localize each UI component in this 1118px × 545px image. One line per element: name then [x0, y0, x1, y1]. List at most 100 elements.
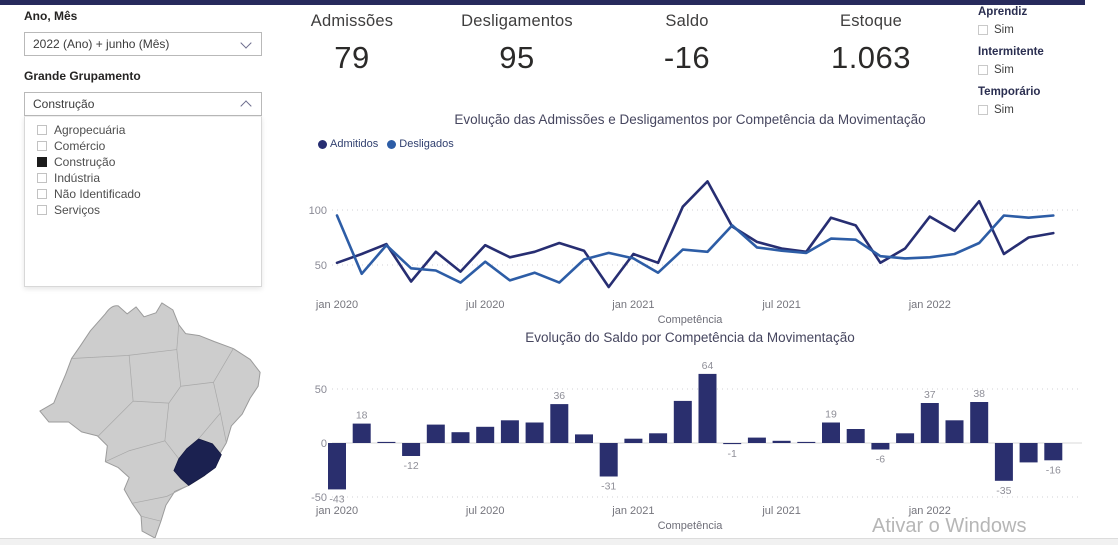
grande-grupamento-value: Construção: [33, 97, 95, 111]
bar-data-label: -35: [996, 485, 1011, 497]
kpi-value: 1.063: [830, 40, 912, 75]
grupamento-options-list: Agropecuária Comércio Construção Indústria N…: [24, 116, 262, 287]
saldo-bar[interactable]: [822, 422, 840, 444]
saldo-bar[interactable]: [846, 429, 865, 443]
saldo-bar[interactable]: [377, 441, 396, 443]
bar-data-label: -16: [1046, 464, 1061, 476]
checkbox-icon[interactable]: [37, 189, 47, 199]
saldo-bar[interactable]: [1019, 443, 1038, 463]
grupamento-option[interactable]: Construção: [25, 154, 261, 170]
toggle-label: Temporário: [978, 86, 1041, 98]
grupamento-option[interactable]: Comércio: [25, 138, 261, 154]
ano-mes-label: Ano, Mês: [24, 9, 78, 23]
grupamento-option-label: Construção: [54, 155, 116, 169]
saldo-bar[interactable]: [723, 443, 742, 445]
highlighted-state-minas-gerais[interactable]: [173, 438, 222, 486]
saldo-bar[interactable]: [920, 403, 939, 443]
saldo-bar[interactable]: [426, 424, 445, 443]
grupamento-option[interactable]: Agropecuária: [25, 122, 261, 138]
kpi-label: Admissões: [310, 12, 394, 30]
y-axis-tick: 50: [315, 260, 327, 272]
ano-mes-dropdown[interactable]: 2022 (Ano) + junho (Mês): [24, 32, 262, 56]
kpi-card: Estoque 1.063: [811, 12, 931, 76]
x-axis-tick: jan 2021: [611, 299, 654, 311]
saldo-bar[interactable]: [698, 373, 717, 443]
x-axis-title: Competência: [658, 314, 724, 326]
toggle-option-label: Sim: [994, 64, 1014, 76]
x-axis-tick: jan 2020: [315, 505, 358, 517]
grande-grupamento-label: Grande Grupamento: [24, 69, 141, 83]
toggle-option-label: Sim: [994, 24, 1014, 36]
checkbox-icon[interactable]: [37, 205, 47, 215]
desligados-line[interactable]: [335, 214, 1055, 284]
saldo-bar[interactable]: [402, 443, 421, 456]
kpi-label: Desligamentos: [461, 12, 573, 30]
saldo-bar[interactable]: [772, 440, 791, 443]
checkbox-icon[interactable]: [37, 141, 47, 151]
saldo-bar[interactable]: [871, 443, 890, 450]
checkbox-icon[interactable]: [978, 65, 988, 75]
saldo-bar[interactable]: [352, 423, 371, 443]
aprendiz-sim-option[interactable]: Sim: [978, 24, 1110, 36]
bottom-bar: [0, 538, 1118, 545]
saldo-bar[interactable]: [550, 404, 569, 443]
saldo-bar[interactable]: [624, 438, 643, 443]
brazil-outline[interactable]: [39, 302, 261, 539]
kpi-card: Saldo -16: [627, 12, 747, 76]
saldo-bar[interactable]: [476, 426, 495, 443]
saldo-bar[interactable]: [1044, 443, 1063, 461]
checkbox-icon[interactable]: [37, 173, 47, 183]
saldo-bar[interactable]: [797, 441, 816, 443]
x-axis-title: Competência: [658, 520, 724, 532]
x-axis-tick: jul 2021: [761, 505, 801, 517]
y-axis-tick: 50: [315, 384, 327, 396]
temporário-sim-option[interactable]: Sim: [978, 104, 1110, 116]
saldo-bar[interactable]: [575, 434, 593, 443]
x-axis-tick: jan 2021: [611, 505, 654, 517]
saldo-bar[interactable]: [328, 443, 346, 490]
legend-dot-icon: [387, 139, 397, 149]
grupamento-option-label: Indústria: [54, 171, 101, 185]
grupamento-option-label: Não Identificado: [54, 187, 141, 201]
bar-chart-plot: -50 0 50 -43 18 -12 36 -31 64 -1 19 -6 37 38 -35 -16 jan…: [311, 360, 1082, 532]
kpi-value: 95: [499, 40, 535, 75]
brazil-map[interactable]: [10, 292, 288, 542]
grande-grupamento-dropdown[interactable]: Construção: [24, 92, 262, 116]
saldo-bar[interactable]: [599, 443, 618, 477]
bar-data-label: 36: [553, 390, 565, 402]
chevron-up-icon: [240, 99, 252, 112]
saldo-bar[interactable]: [747, 437, 766, 443]
saldo-bar[interactable]: [525, 422, 544, 444]
saldo-bar[interactable]: [649, 433, 668, 443]
grupamento-option[interactable]: Indústria: [25, 170, 261, 186]
saldo-bar[interactable]: [970, 402, 989, 443]
saldo-bar[interactable]: [994, 443, 1013, 481]
grupamento-option[interactable]: Não Identificado: [25, 186, 261, 202]
bar-data-label: 38: [973, 388, 985, 400]
checkbox-icon[interactable]: [37, 125, 47, 135]
checkbox-icon[interactable]: [978, 25, 988, 35]
windows-activation-watermark: Ativar o Windows: [872, 515, 1027, 537]
saldo-bar[interactable]: [451, 432, 470, 443]
saldo-bar[interactable]: [896, 433, 915, 443]
legend-item-admitidos[interactable]: Admitidos: [318, 138, 378, 150]
bar-data-label: 18: [356, 410, 368, 422]
x-axis-tick: jan 2022: [908, 299, 951, 311]
top-accent-bar: [0, 0, 1085, 5]
admitidos-line[interactable]: [335, 180, 1055, 289]
saldo-bar[interactable]: [673, 400, 692, 443]
legend-label: Admitidos: [330, 138, 379, 150]
right-filter-panel: Aprendiz Sim Intermitente Sim Temporário Sim: [978, 6, 1110, 126]
saldo-bar[interactable]: [500, 420, 519, 443]
checkbox-icon[interactable]: [978, 105, 988, 115]
saldo-bar[interactable]: [945, 420, 964, 443]
bar-data-label: 37: [924, 389, 936, 401]
grupamento-option-label: Serviços: [54, 203, 101, 217]
intermitente-sim-option[interactable]: Sim: [978, 64, 1110, 76]
line-chart-title: Evolução das Admissões e Desligamentos p…: [454, 112, 926, 127]
x-axis-tick: jan 2022: [908, 505, 951, 517]
grupamento-option[interactable]: Serviços: [25, 202, 261, 218]
checkbox-icon[interactable]: [37, 157, 47, 167]
grupamento-option-label: Agropecuária: [54, 123, 126, 137]
legend-item-desligados[interactable]: Desligados: [387, 138, 454, 150]
